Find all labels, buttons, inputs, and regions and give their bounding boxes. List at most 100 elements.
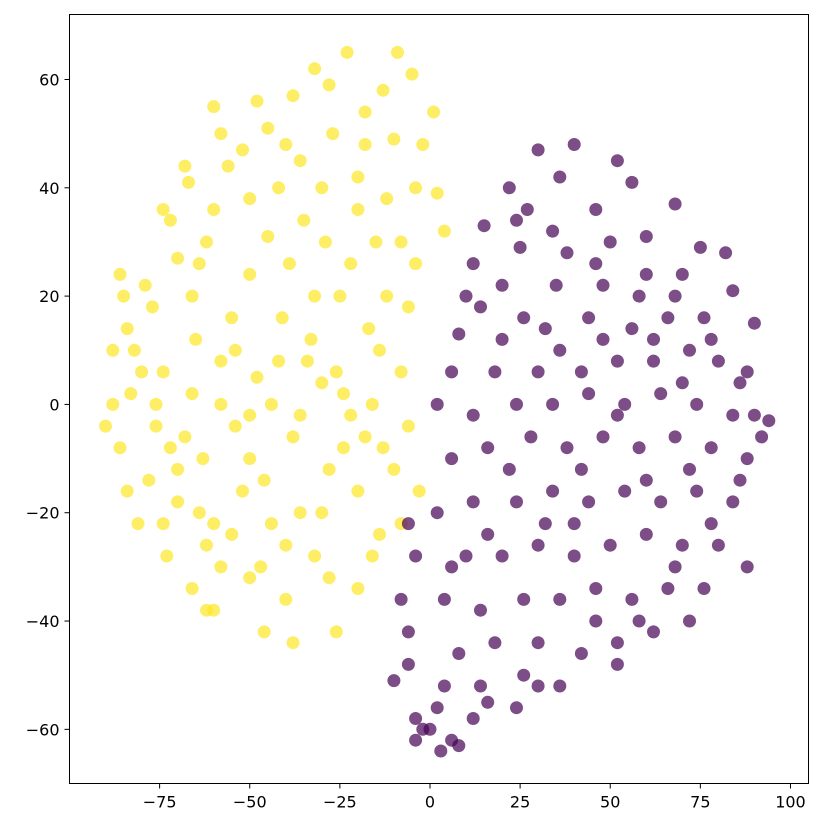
scatter-point: [625, 175, 639, 189]
scatter-point: [474, 603, 487, 617]
scatter-point: [582, 495, 596, 509]
scatter-point: [351, 484, 365, 498]
scatter-point: [668, 560, 682, 574]
scatter-point: [697, 311, 711, 325]
scatter-point: [279, 538, 293, 552]
scatter-point: [282, 257, 296, 271]
scatter-point: [315, 376, 329, 390]
scatter-point: [308, 549, 322, 563]
scatter-point: [668, 430, 682, 444]
scatter-point: [711, 538, 725, 552]
scatter-point: [99, 419, 112, 433]
scatter-point: [610, 154, 624, 168]
scatter-point: [574, 365, 588, 379]
scatter-point: [437, 679, 451, 693]
scatter-point: [117, 289, 131, 303]
scatter-point: [297, 213, 311, 227]
x-tick-label: 100: [775, 793, 806, 812]
scatter-point: [683, 343, 696, 357]
scatter-point: [322, 462, 336, 476]
scatter-point: [510, 701, 523, 715]
scatter-point: [704, 332, 718, 346]
y-tick-label: 20: [39, 287, 59, 306]
scatter-point: [733, 376, 747, 390]
scatter-point: [755, 430, 769, 444]
scatter-point: [553, 170, 567, 184]
scatter-point: [243, 192, 257, 206]
scatter-point: [531, 365, 545, 379]
scatter-point: [286, 430, 300, 444]
scatter-point: [531, 679, 545, 693]
scatter-point: [510, 213, 523, 227]
scatter-point: [318, 235, 332, 249]
scatter-point: [495, 278, 509, 292]
scatter-point: [596, 430, 610, 444]
scatter-point: [668, 289, 682, 303]
scatter-point: [149, 397, 163, 411]
scatter-point: [214, 560, 228, 574]
scatter-point: [358, 138, 372, 151]
x-tick-label: −25: [323, 793, 357, 812]
scatter-point: [531, 636, 545, 650]
scatter-point: [344, 408, 358, 422]
scatter-point: [344, 257, 358, 271]
y-tick-label: −40: [26, 612, 60, 631]
scatter-point: [603, 538, 617, 552]
scatter-point: [596, 278, 610, 292]
scatter-point: [510, 495, 523, 509]
scatter-point: [376, 441, 390, 455]
scatter-point: [315, 506, 329, 520]
scatter-point: [207, 100, 221, 114]
scatter-point: [131, 517, 145, 531]
scatter-point: [337, 441, 350, 455]
scatter-point: [589, 203, 603, 216]
scatter-point: [546, 397, 560, 411]
scatter-point: [567, 549, 581, 563]
scatter-point: [603, 235, 617, 249]
scatter-point: [163, 213, 177, 227]
scatter-point: [264, 397, 278, 411]
scatter-point: [243, 408, 257, 422]
scatter-point: [228, 343, 242, 357]
scatter-point: [430, 701, 444, 715]
scatter-point: [560, 246, 574, 260]
scatter-point: [538, 517, 552, 531]
scatter-point: [409, 549, 423, 563]
scatter-point: [394, 592, 408, 606]
y-tick-label: 60: [39, 70, 59, 89]
scatter-point: [156, 203, 170, 216]
scatter-point: [120, 322, 134, 336]
scatter-point: [474, 679, 487, 693]
scatter-point: [185, 387, 199, 401]
scatter-point: [127, 343, 141, 357]
y-axis: −60 −40 −20 0 20 40 60: [26, 70, 70, 739]
scatter-point: [200, 235, 213, 249]
scatter-point: [675, 538, 689, 552]
scatter-point: [185, 289, 199, 303]
scatter-point: [401, 517, 415, 531]
scatter-point: [279, 138, 293, 151]
scatter-point: [192, 506, 206, 520]
scatter-point: [459, 549, 473, 563]
scatter-point: [376, 83, 390, 97]
scatter-point: [546, 484, 560, 498]
y-tick-label: 40: [39, 179, 59, 198]
scatter-point: [405, 67, 419, 81]
scatter-point: [668, 197, 682, 211]
scatter-point: [531, 538, 545, 552]
scatter-point: [618, 397, 632, 411]
scatter-point: [149, 419, 163, 433]
scatter-point: [582, 311, 596, 325]
scatter-point: [329, 365, 343, 379]
scatter-point: [257, 625, 271, 639]
scatter-point: [380, 192, 394, 206]
scatter-point: [207, 203, 221, 216]
scatter-point: [639, 473, 653, 487]
scatter-point: [286, 89, 300, 103]
scatter-point: [272, 181, 286, 195]
scatter-point: [196, 452, 210, 466]
scatter-point: [538, 322, 552, 336]
scatter-point: [474, 300, 487, 314]
scatter-point: [365, 549, 379, 563]
scatter-point: [365, 397, 379, 411]
